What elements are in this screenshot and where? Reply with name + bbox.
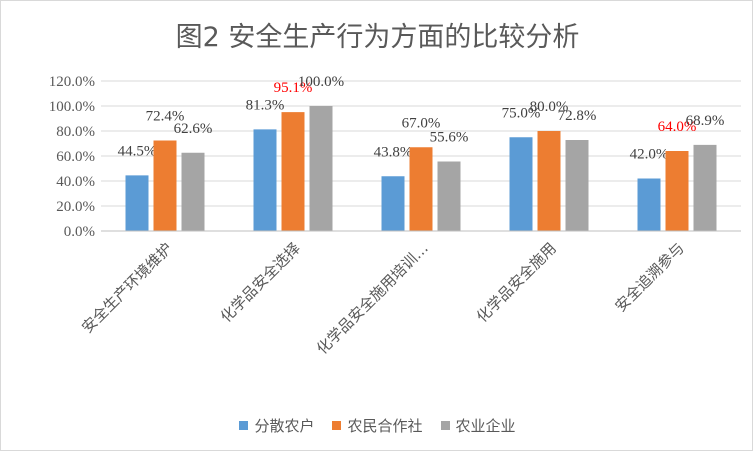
- bar-2-0: [181, 152, 205, 231]
- legend-item-agri-enterprises: 农业企业: [440, 415, 516, 436]
- legend: 分散农户 农民合作社 农业企业: [1, 415, 752, 436]
- legend-swatch: [332, 421, 342, 430]
- x-tick-label: 安全生产环境维护: [78, 239, 176, 337]
- legend-item-cooperatives: 农民合作社: [332, 415, 423, 436]
- data-label: 72.8%: [558, 108, 597, 124]
- y-tick-label: 60.0%: [56, 149, 95, 165]
- legend-label: 分散农户: [254, 417, 315, 435]
- data-label: 68.9%: [686, 113, 725, 129]
- y-tick-label: 80.0%: [56, 124, 95, 140]
- data-label: 81.3%: [246, 97, 285, 113]
- bar-1-3: [537, 131, 561, 231]
- data-label: 67.0%: [402, 115, 441, 131]
- bar-0-3: [509, 137, 533, 231]
- x-tick-label: 安全追溯参与: [611, 239, 687, 315]
- bar-1-2: [409, 147, 433, 231]
- data-label: 43.8%: [374, 144, 413, 160]
- data-label: 42.0%: [630, 147, 669, 163]
- data-label: 100.0%: [298, 74, 344, 90]
- legend-label: 农业企业: [455, 417, 516, 435]
- bar-0-0: [125, 175, 149, 231]
- bar-0-4: [637, 178, 661, 231]
- bar-0-2: [381, 176, 405, 231]
- bar-2-3: [565, 140, 589, 231]
- data-label: 64.0%: [658, 119, 697, 135]
- bar-2-4: [693, 144, 717, 231]
- x-tick-label: 化学品安全施用: [473, 239, 560, 326]
- bar-2-2: [437, 161, 461, 231]
- y-tick-label: 0.0%: [64, 224, 95, 240]
- data-label: 55.6%: [430, 130, 469, 146]
- data-label: 72.4%: [146, 109, 185, 125]
- legend-swatch: [239, 421, 249, 430]
- bar-1-1: [281, 112, 305, 231]
- bar-2-1: [309, 106, 333, 231]
- bar-0-1: [253, 129, 277, 231]
- x-tick-label: 化学品安全选择: [217, 239, 304, 326]
- y-tick-label: 40.0%: [56, 174, 95, 190]
- data-label: 62.6%: [174, 121, 213, 137]
- y-tick-label: 120.0%: [49, 74, 95, 90]
- legend-item-scattered-farmers: 分散农户: [239, 415, 314, 436]
- data-label: 80.0%: [530, 99, 569, 115]
- legend-swatch: [440, 421, 450, 430]
- data-label: 44.5%: [118, 143, 157, 159]
- data-label: 75.0%: [502, 105, 541, 121]
- y-tick-label: 20.0%: [56, 199, 95, 215]
- y-tick-label: 100.0%: [49, 99, 95, 115]
- x-tick-label: 化学品安全施用培训…: [313, 239, 432, 358]
- bar-1-0: [153, 140, 177, 231]
- legend-label: 农民合作社: [347, 417, 423, 435]
- bar-1-4: [665, 151, 689, 231]
- chart-title: 图2 安全生产行为方面的比较分析: [175, 22, 580, 53]
- data-label: 95.1%: [274, 80, 313, 96]
